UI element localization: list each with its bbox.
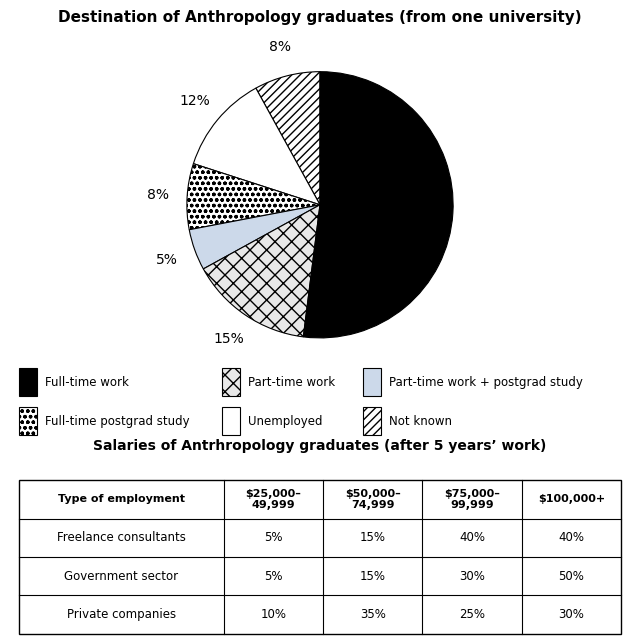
Text: 52%: 52% xyxy=(387,203,418,217)
Text: 15%: 15% xyxy=(360,570,386,583)
Bar xyxy=(19,368,37,396)
Text: Unemployed: Unemployed xyxy=(248,415,322,428)
Wedge shape xyxy=(187,164,320,230)
Text: 40%: 40% xyxy=(459,531,485,545)
Text: 5%: 5% xyxy=(264,531,283,545)
Text: $75,000–
99,999: $75,000– 99,999 xyxy=(444,489,500,510)
Text: 8%: 8% xyxy=(269,40,291,54)
Text: 15%: 15% xyxy=(360,531,386,545)
Text: Private companies: Private companies xyxy=(67,608,176,621)
Wedge shape xyxy=(256,72,320,205)
Text: 35%: 35% xyxy=(360,608,386,621)
Text: Part-time work + postgrad study: Part-time work + postgrad study xyxy=(389,376,582,389)
Wedge shape xyxy=(204,205,320,337)
Text: 40%: 40% xyxy=(558,531,584,545)
Text: 30%: 30% xyxy=(559,608,584,621)
Text: Government sector: Government sector xyxy=(64,570,179,583)
Wedge shape xyxy=(189,205,320,269)
Text: 10%: 10% xyxy=(260,608,286,621)
Bar xyxy=(363,407,381,435)
Wedge shape xyxy=(303,72,453,338)
Text: 5%: 5% xyxy=(156,253,178,267)
Text: $50,000–
74,999: $50,000– 74,999 xyxy=(345,489,401,510)
Text: 30%: 30% xyxy=(459,570,485,583)
Bar xyxy=(221,407,240,435)
Text: Part-time work: Part-time work xyxy=(248,376,335,389)
Text: 12%: 12% xyxy=(179,94,210,108)
Text: 15%: 15% xyxy=(213,332,244,346)
Text: 50%: 50% xyxy=(559,570,584,583)
Text: Full-time work: Full-time work xyxy=(45,376,129,389)
Text: $100,000+: $100,000+ xyxy=(538,495,605,504)
Text: Not known: Not known xyxy=(389,415,452,428)
Text: Salaries of Antrhropology graduates (after 5 years’ work): Salaries of Antrhropology graduates (aft… xyxy=(93,439,547,453)
Wedge shape xyxy=(193,88,320,205)
Title: Destination of Anthropology graduates (from one university): Destination of Anthropology graduates (f… xyxy=(58,10,582,25)
Text: 5%: 5% xyxy=(264,570,283,583)
Bar xyxy=(19,407,37,435)
Text: 25%: 25% xyxy=(459,608,485,621)
Bar xyxy=(363,368,381,396)
Text: Full-time postgrad study: Full-time postgrad study xyxy=(45,415,189,428)
Bar xyxy=(221,368,240,396)
Text: Type of employment: Type of employment xyxy=(58,495,185,504)
Text: $25,000–
49,999: $25,000– 49,999 xyxy=(245,489,301,510)
Text: Freelance consultants: Freelance consultants xyxy=(57,531,186,545)
Text: 8%: 8% xyxy=(147,188,169,202)
